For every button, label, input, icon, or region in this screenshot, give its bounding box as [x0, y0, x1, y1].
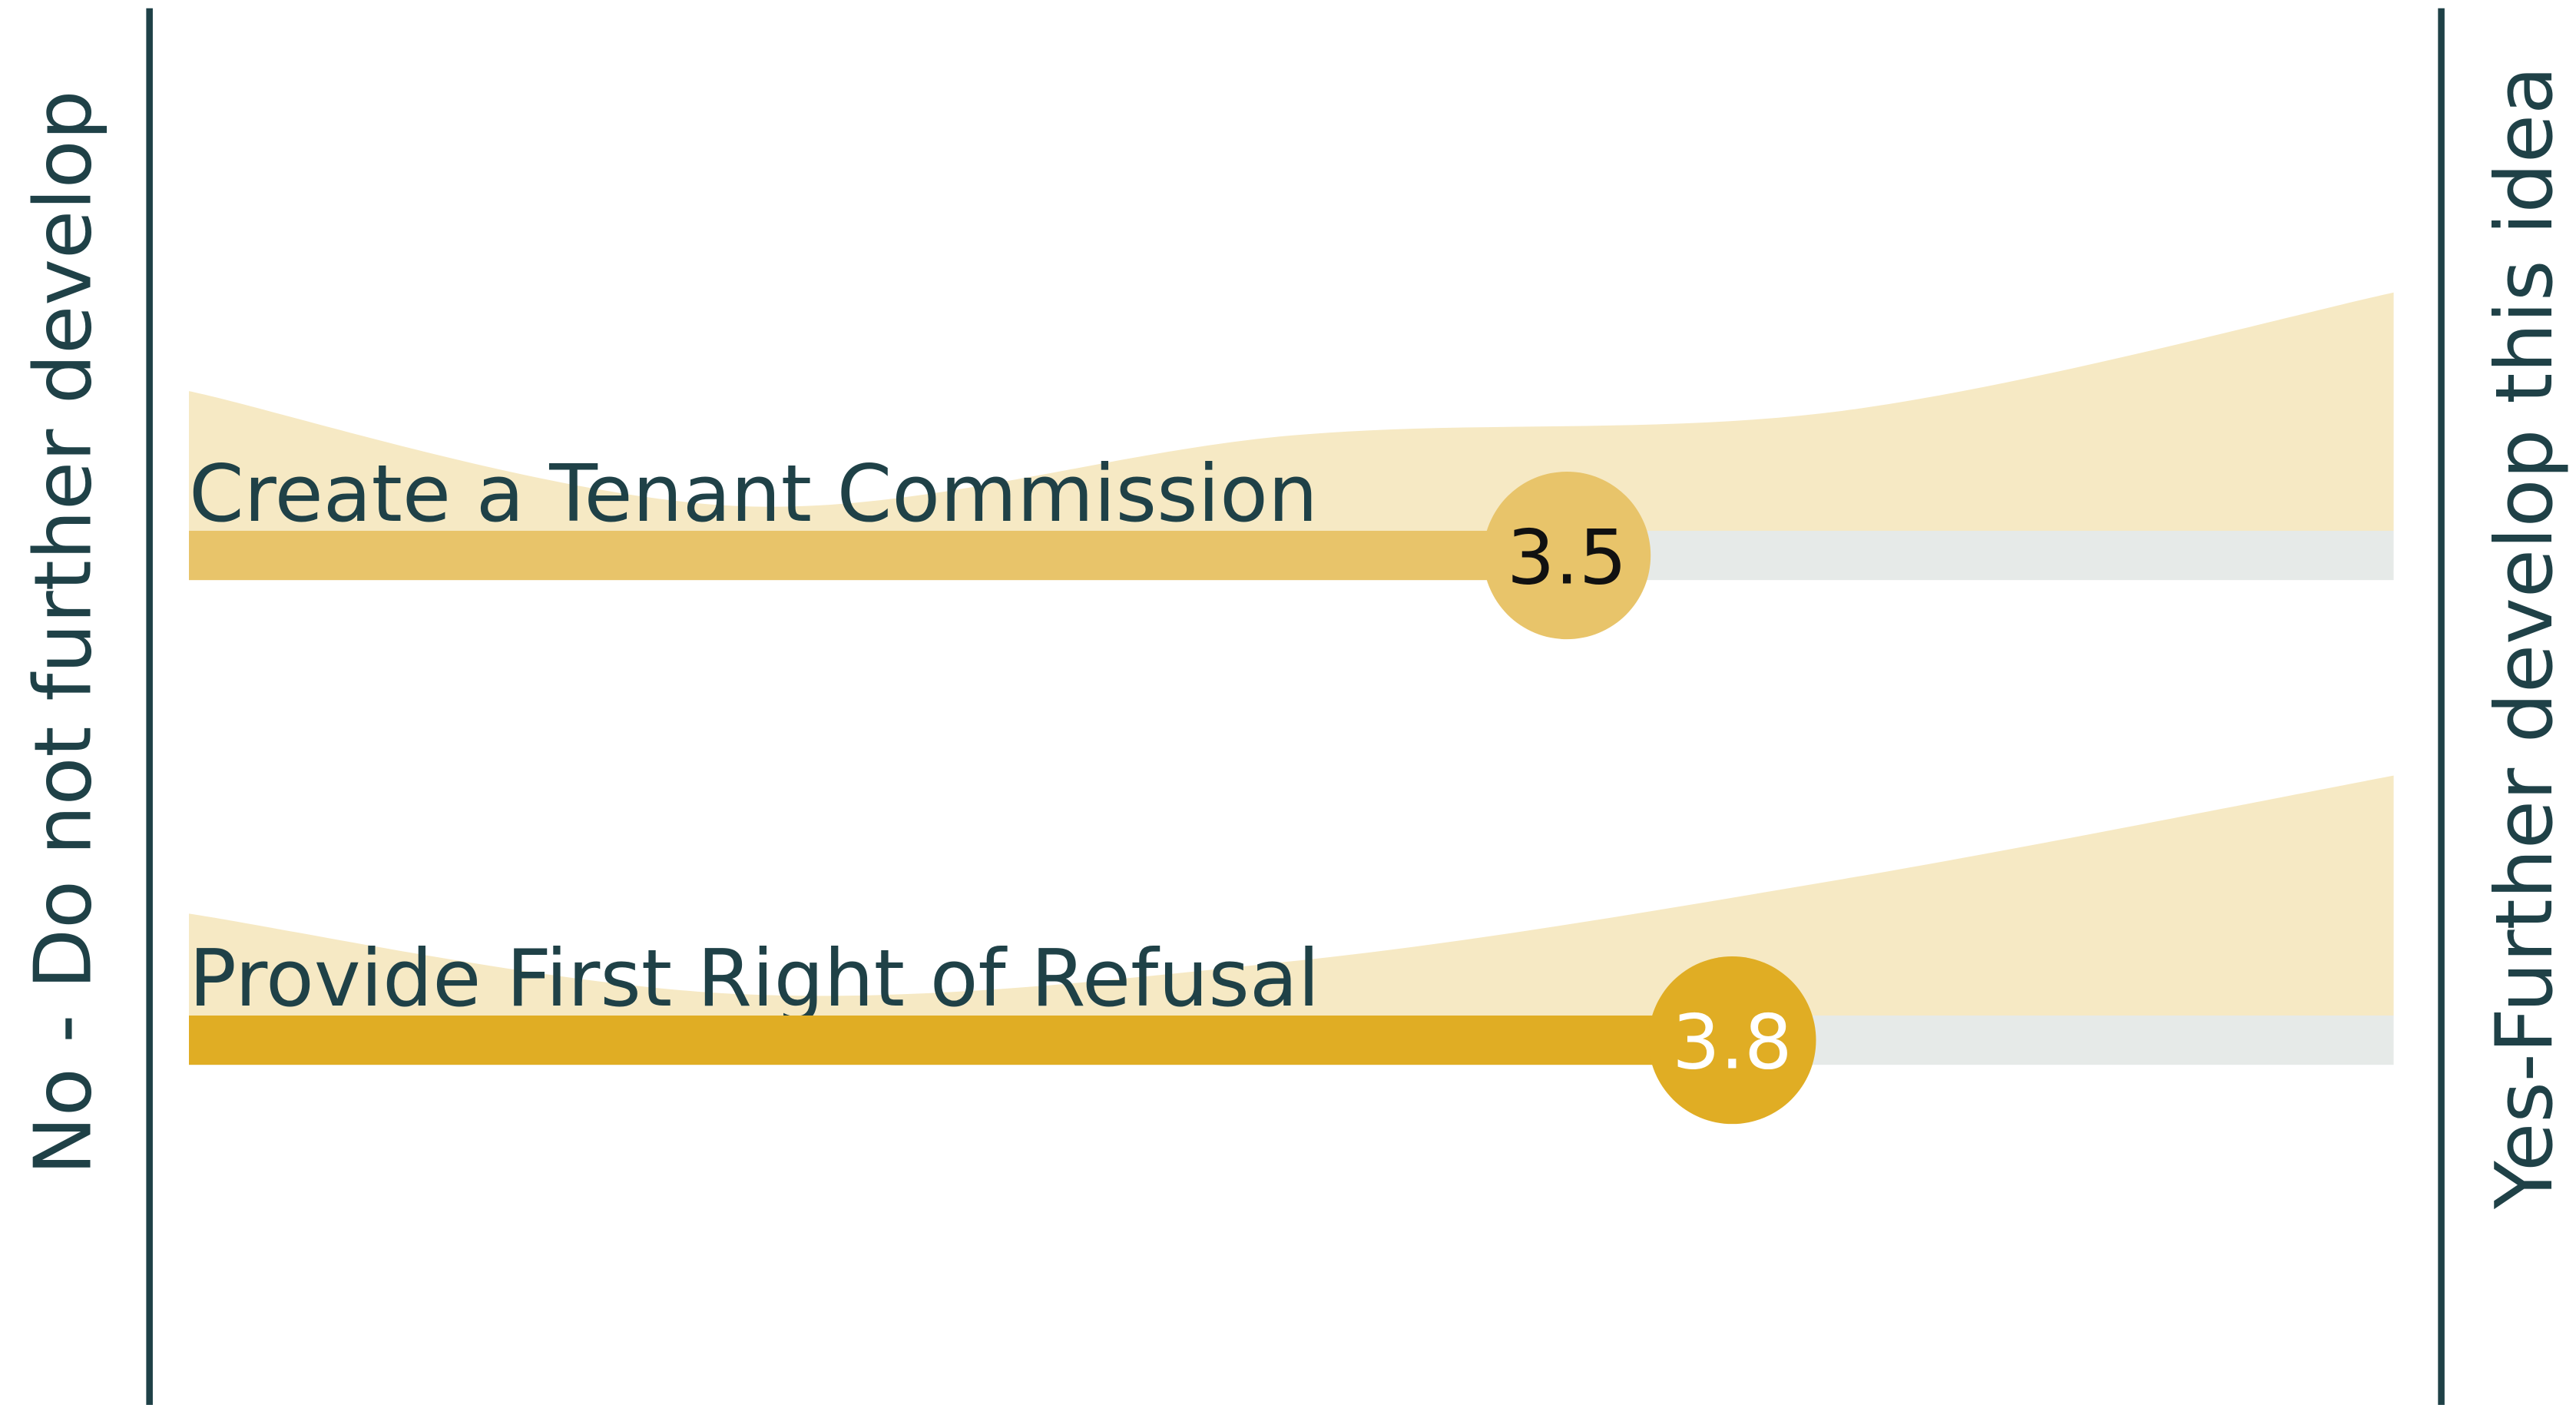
- row-label: Create a Tenant Commission: [189, 449, 1318, 540]
- distribution-area: [188, 292, 2394, 531]
- row-label: Provide First Right of Refusal: [189, 933, 1319, 1025]
- distribution-area: [188, 775, 2394, 1016]
- score-marker: [1648, 956, 1816, 1125]
- value-label: 3.5: [1507, 514, 1627, 601]
- score-bar: [188, 1015, 1733, 1065]
- right-label: Yes-Further develop this idea: [2479, 66, 2571, 1210]
- score-bar: [188, 530, 1568, 581]
- left-label: No - Do not further develop: [18, 90, 110, 1175]
- value-label: 3.8: [1672, 999, 1792, 1086]
- score-marker: [1483, 471, 1651, 640]
